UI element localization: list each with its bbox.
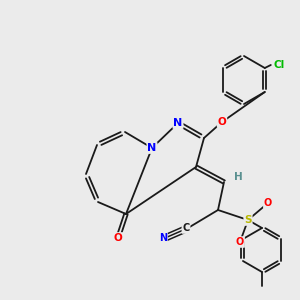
Text: O: O: [236, 237, 244, 247]
Text: O: O: [218, 117, 226, 127]
Text: S: S: [244, 215, 252, 225]
Text: N: N: [173, 118, 183, 128]
Text: H: H: [234, 172, 242, 182]
Text: N: N: [147, 143, 157, 153]
Text: Cl: Cl: [273, 60, 284, 70]
Text: O: O: [114, 233, 122, 243]
Text: C: C: [182, 223, 190, 233]
Text: O: O: [264, 198, 272, 208]
Text: N: N: [159, 233, 167, 243]
